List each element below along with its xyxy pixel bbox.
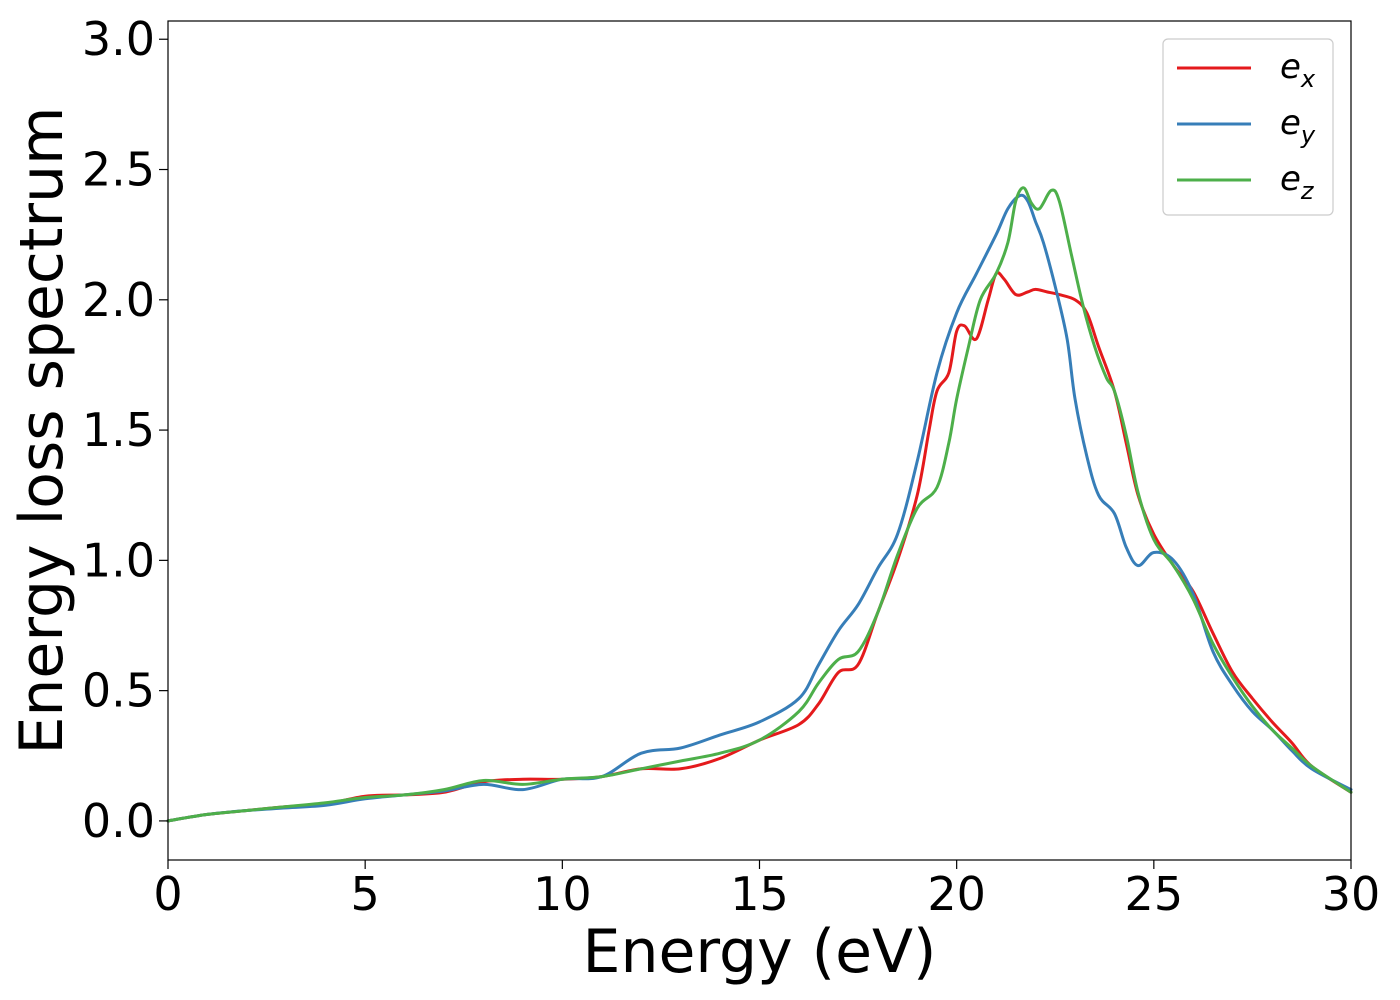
series-line-x [166, 271, 1353, 823]
x-tick-label: 20 [927, 867, 986, 921]
series-line-z [166, 186, 1353, 823]
legend-box [1162, 38, 1334, 216]
legend: ex ey ez [1162, 38, 1334, 216]
y-tick-label: 3.0 [82, 12, 155, 66]
y-tick-label: 0.5 [82, 664, 155, 718]
x-tick-label: 25 [1125, 867, 1184, 921]
y-tick-label: 1.0 [82, 533, 155, 587]
x-axis-ticks: 0 5 10 15 20 25 30 [153, 860, 1380, 921]
legend-label-z: ez [1280, 159, 1315, 205]
x-tick-label: 30 [1322, 867, 1381, 921]
legend-label-y: ey [1280, 103, 1316, 149]
y-axis-label: Energy loss spectrum [7, 106, 77, 754]
y-tick-label: 1.5 [82, 403, 155, 457]
x-tick-label: 0 [153, 867, 182, 921]
x-tick-label: 10 [533, 867, 592, 921]
x-axis-label: Energy (eV) [583, 917, 937, 987]
y-tick-label: 2.0 [82, 273, 155, 327]
legend-label-x: ex [1280, 47, 1316, 93]
x-tick-label: 5 [351, 867, 380, 921]
y-tick-label: 2.5 [82, 143, 155, 197]
y-axis-ticks: 0.0 0.5 1.0 1.5 2.0 2.5 3.0 [82, 12, 168, 848]
y-tick-label: 0.0 [82, 794, 155, 848]
series-lines [166, 186, 1353, 823]
x-tick-label: 15 [730, 867, 789, 921]
series-line-y [166, 193, 1353, 823]
